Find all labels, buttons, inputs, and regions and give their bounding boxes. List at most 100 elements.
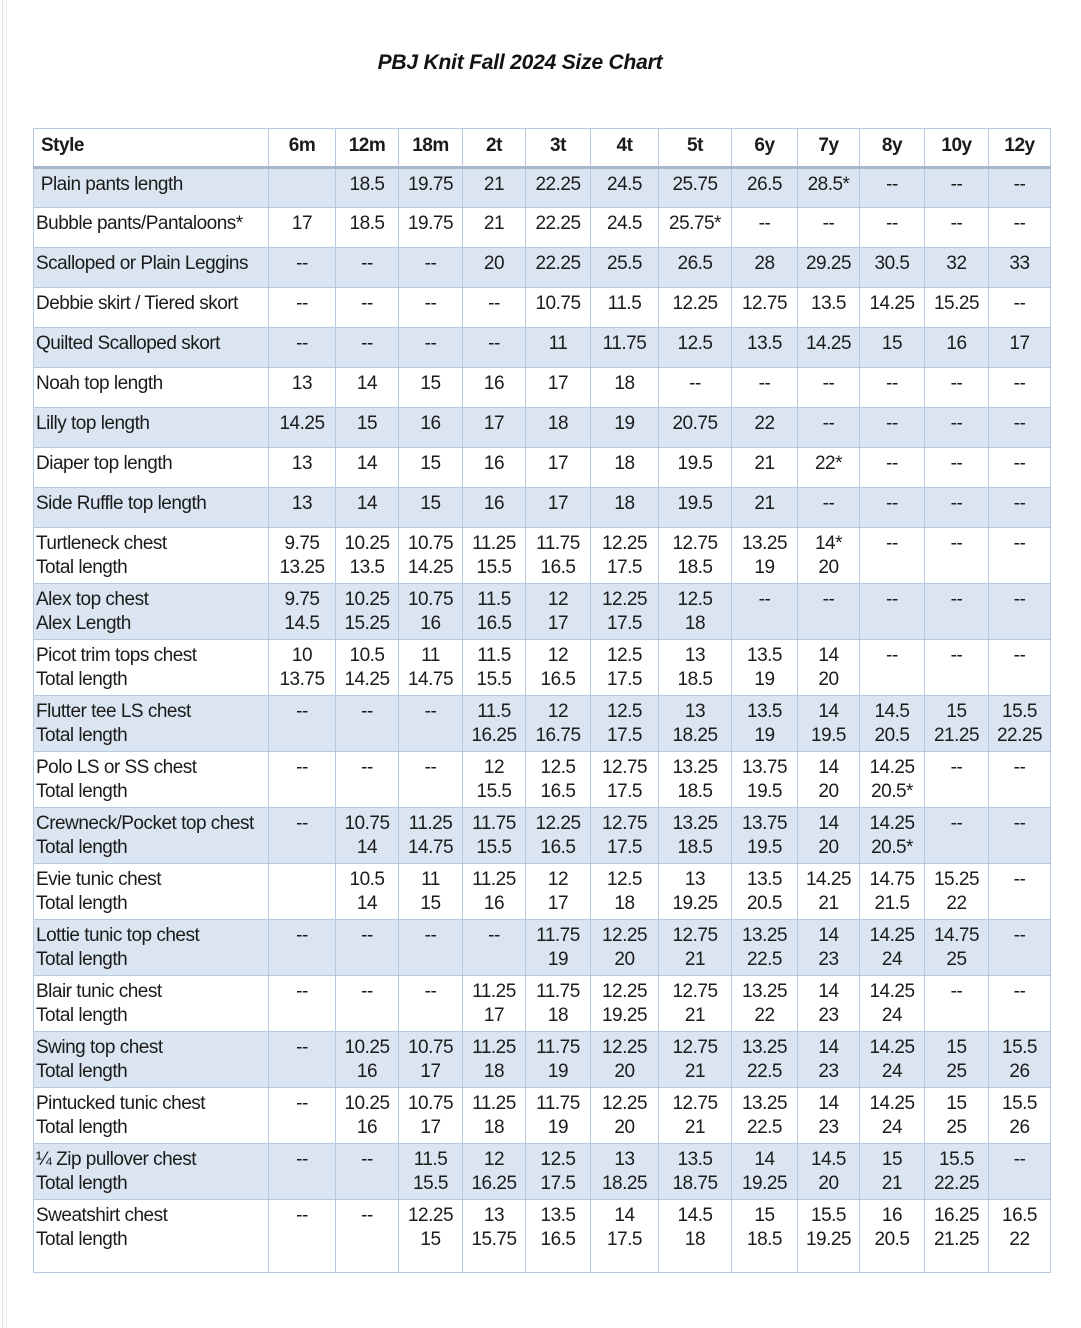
value-cell: 11.25 14.75 — [398, 807, 463, 864]
column-header-5t: 5t — [658, 128, 732, 169]
value-cell: 13.75 19.5 — [731, 751, 798, 808]
value-cell: 14 19.25 — [731, 1143, 798, 1200]
value-cell: 12.5 17.5 — [590, 639, 659, 696]
value-cell: -- — [924, 367, 989, 408]
value-cell: -- — [398, 327, 463, 368]
value-cell: 18 — [590, 367, 659, 408]
value-cell: -- — [731, 207, 798, 248]
value-cell: 13.25 18.5 — [658, 751, 732, 808]
value-cell: -- — [268, 1143, 336, 1200]
value-cell: 11.5 — [590, 287, 659, 328]
value-cell: 21 — [462, 167, 526, 208]
value-cell: -- — [988, 975, 1051, 1032]
value-cell: 14.75 25 — [924, 919, 989, 976]
table-row: Evie tunic chest Total length 10.5 14 11 1… — [33, 863, 1051, 920]
style-cell: Picot trim tops chest Total length — [33, 639, 269, 696]
value-cell: -- — [859, 527, 925, 584]
value-cell: -- — [268, 807, 336, 864]
page-title: PBJ Knit Fall 2024 Size Chart — [377, 51, 663, 74]
value-cell: 11.5 16.25 — [462, 695, 526, 752]
value-cell: -- — [924, 807, 989, 864]
value-cell: -- — [797, 407, 860, 448]
style-cell: Bubble pants/Pantaloons* — [33, 207, 269, 248]
style-cell: Scalloped or Plain Leggins — [33, 247, 269, 288]
value-cell: 12.25 20 — [590, 1087, 659, 1144]
value-cell: 13.5 16.5 — [525, 1199, 591, 1273]
value-cell: -- — [268, 1199, 336, 1273]
value-cell: -- — [988, 751, 1051, 808]
table-row: Lottie tunic top chest Total length -- -- -… — [33, 919, 1051, 976]
value-cell: 18.5 — [335, 207, 399, 248]
value-cell: 11 — [525, 327, 591, 368]
value-cell: 11.5 15.5 — [462, 639, 526, 696]
value-cell: 14.5 18 — [658, 1199, 732, 1273]
column-header-6m: 6m — [268, 128, 336, 169]
value-cell: -- — [988, 919, 1051, 976]
value-cell: 15 21 — [859, 1143, 925, 1200]
style-cell: Debbie skirt / Tiered skort — [33, 287, 269, 328]
column-header-style: Style — [33, 128, 269, 169]
value-cell: 15.25 — [924, 287, 989, 328]
value-cell: -- — [859, 487, 925, 528]
value-cell: 12.25 17.5 — [590, 527, 659, 584]
value-cell: 15.5 26 — [988, 1087, 1051, 1144]
value-cell: 14 20 — [797, 751, 860, 808]
style-cell: ¼ Zip pullover chest Total length — [33, 1143, 269, 1200]
value-cell: 14.75 21.5 — [859, 863, 925, 920]
value-cell: 11.75 19 — [525, 919, 591, 976]
value-cell: -- — [335, 695, 399, 752]
value-cell: 14 19.5 — [797, 695, 860, 752]
value-cell: -- — [988, 583, 1051, 640]
style-cell: Crewneck/Pocket top chest Total length — [33, 807, 269, 864]
table-row: Pintucked tunic chest Total length -- 10.2… — [33, 1087, 1051, 1144]
value-cell: -- — [268, 287, 336, 328]
value-cell: 17 — [268, 207, 336, 248]
value-cell: 13 15.75 — [462, 1199, 526, 1273]
value-cell: 13 — [268, 487, 336, 528]
value-cell: 14 20 — [797, 807, 860, 864]
value-cell: 17 — [525, 487, 591, 528]
value-cell: -- — [859, 367, 925, 408]
column-header-7y: 7y — [797, 128, 860, 169]
value-cell: 33 — [988, 247, 1051, 288]
value-cell: 14.5 20 — [797, 1143, 860, 1200]
column-header-6y: 6y — [731, 128, 798, 169]
value-cell: 15 — [398, 367, 463, 408]
value-cell: 25.5 — [590, 247, 659, 288]
value-cell: 13.5 — [731, 327, 798, 368]
value-cell: -- — [398, 751, 463, 808]
value-cell: 11.25 18 — [462, 1031, 526, 1088]
value-cell: 14.25 20.5* — [859, 807, 925, 864]
value-cell: 11.25 18 — [462, 1087, 526, 1144]
value-cell: -- — [797, 207, 860, 248]
value-cell: 15.25 22 — [924, 863, 989, 920]
value-cell: 12 16.5 — [525, 639, 591, 696]
value-cell: 32 — [924, 247, 989, 288]
style-cell: Polo LS or SS chest Total length — [33, 751, 269, 808]
value-cell: 9.75 14.5 — [268, 583, 336, 640]
value-cell: 13.5 19 — [731, 695, 798, 752]
value-cell: 19.75 — [398, 207, 463, 248]
value-cell: 13.25 22.5 — [731, 1087, 798, 1144]
value-cell: -- — [398, 919, 463, 976]
value-cell: 18 — [525, 407, 591, 448]
value-cell: 14 23 — [797, 1031, 860, 1088]
value-cell: 18.5 — [335, 167, 399, 208]
value-cell: -- — [924, 639, 989, 696]
value-cell: 16 — [398, 407, 463, 448]
value-cell: 30.5 — [859, 247, 925, 288]
table-row: Alex top chest Alex Length 9.75 14.5 10.25… — [33, 583, 1051, 640]
column-header-12m: 12m — [335, 128, 399, 169]
value-cell: -- — [988, 367, 1051, 408]
value-cell: 12.75 21 — [658, 1031, 732, 1088]
value-cell: 14 17.5 — [590, 1199, 659, 1273]
value-cell: 22* — [797, 447, 860, 488]
value-cell: -- — [462, 327, 526, 368]
value-cell: 15 — [398, 487, 463, 528]
value-cell: 14 20 — [797, 639, 860, 696]
value-cell: 14 — [335, 447, 399, 488]
value-cell: -- — [859, 639, 925, 696]
value-cell: 12 17 — [525, 863, 591, 920]
value-cell: -- — [268, 751, 336, 808]
table-row: Bubble pants/Pantaloons* 17 18.5 19.75 21 22.… — [33, 207, 1051, 248]
